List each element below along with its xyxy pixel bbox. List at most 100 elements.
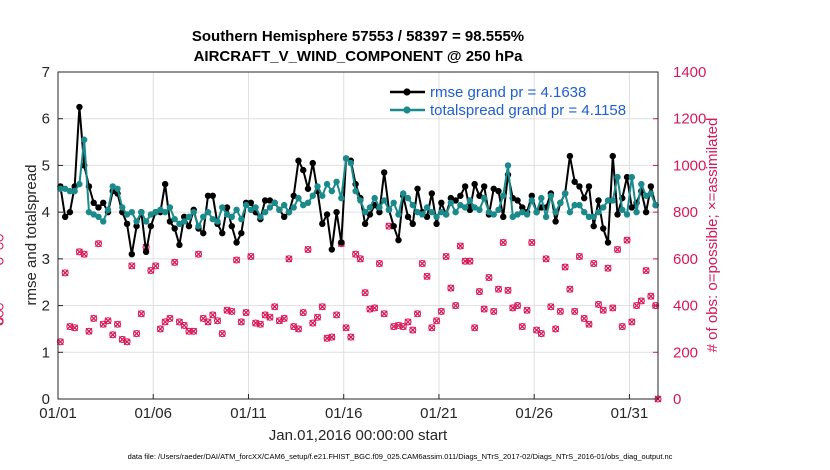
x-tick-label: 01/26 bbox=[515, 405, 553, 422]
obs-possible-point bbox=[456, 242, 464, 250]
obs-assimilated-point bbox=[171, 258, 179, 266]
obs-assimilated-point bbox=[175, 318, 183, 326]
obs-possible-point bbox=[609, 304, 617, 312]
obs-possible-point bbox=[604, 264, 612, 272]
totalspread-point bbox=[366, 204, 374, 211]
obs-possible-point bbox=[0, 257, 4, 265]
obs-possible-point bbox=[194, 250, 203, 258]
rmse-point bbox=[395, 236, 402, 244]
obs-assimilated-point bbox=[204, 318, 212, 326]
rmse-point bbox=[628, 204, 636, 211]
obs-assimilated-point bbox=[209, 311, 217, 319]
obs-assimilated-point bbox=[128, 262, 136, 270]
rmse-point bbox=[566, 152, 574, 160]
obs-assimilated-point bbox=[180, 321, 188, 329]
obs-possible-point bbox=[109, 331, 117, 339]
rmse-point bbox=[219, 229, 226, 237]
rmse-point bbox=[528, 192, 536, 199]
obs-possible-point bbox=[161, 318, 169, 326]
rmse-point bbox=[376, 208, 383, 216]
obs-assimilated-point bbox=[442, 253, 450, 260]
totalspread-point bbox=[242, 201, 250, 209]
obs-possible-point bbox=[0, 317, 4, 325]
totalspread-point bbox=[261, 208, 269, 216]
obs-possible-point bbox=[404, 318, 412, 326]
totalspread-point bbox=[342, 155, 350, 162]
rmse-point bbox=[300, 166, 307, 174]
obs-possible-point bbox=[537, 330, 545, 338]
obs-assimilated-point bbox=[428, 324, 436, 332]
rmse-point bbox=[76, 103, 83, 111]
totalspread-point bbox=[166, 204, 174, 211]
obs-possible-point bbox=[304, 245, 312, 254]
totalspread-point bbox=[119, 204, 126, 211]
totalspread-point bbox=[580, 208, 588, 216]
obs-assimilated-point bbox=[433, 317, 441, 325]
rmse-point bbox=[461, 183, 469, 190]
totalspread-point bbox=[614, 173, 621, 181]
totalspread-point bbox=[161, 208, 169, 216]
totalspread-point bbox=[414, 208, 421, 216]
obs-possible-point bbox=[190, 327, 198, 335]
obs-assimilated-point bbox=[523, 306, 531, 314]
obs-assimilated-point bbox=[161, 318, 169, 326]
obs-assimilated-point bbox=[599, 306, 607, 314]
rmse-point bbox=[133, 222, 140, 230]
obs-possible-point bbox=[642, 266, 650, 275]
obs-possible-point bbox=[137, 310, 145, 318]
obs-assimilated-point bbox=[61, 269, 69, 277]
totalspread-point bbox=[428, 208, 436, 216]
obs-assimilated-point bbox=[237, 318, 245, 326]
totalspread-point bbox=[190, 208, 197, 216]
obs-possible-point bbox=[490, 307, 498, 315]
totalspread-point bbox=[595, 208, 602, 216]
obs-possible-point bbox=[418, 259, 426, 268]
obs-assimilated-point bbox=[409, 326, 417, 334]
totalspread-point bbox=[314, 183, 321, 190]
obs-assimilated-point bbox=[556, 307, 564, 315]
totalspread-point bbox=[500, 192, 507, 199]
totalspread-point bbox=[114, 185, 121, 192]
obs-assimilated-point bbox=[123, 338, 131, 346]
rmse-point bbox=[290, 192, 297, 199]
totalspread-point bbox=[209, 215, 216, 223]
rmse-point bbox=[647, 183, 655, 190]
obs-assimilated-point bbox=[571, 307, 579, 315]
obs-possible-point bbox=[599, 306, 607, 314]
obs-possible-point bbox=[90, 314, 98, 322]
obs-assimilated-point bbox=[356, 255, 364, 263]
totalspread-point bbox=[200, 213, 207, 221]
rmse-point bbox=[204, 192, 212, 199]
obs-assimilated-point bbox=[233, 256, 241, 264]
obs-assimilated-point bbox=[371, 304, 379, 312]
obs-possible-point bbox=[156, 325, 164, 333]
totalspread-point bbox=[176, 220, 183, 228]
totalspread-point bbox=[480, 194, 488, 202]
obs-possible-point bbox=[542, 255, 550, 263]
rmse-point bbox=[323, 211, 331, 218]
obs-possible-point bbox=[185, 327, 193, 335]
obs-possible-point bbox=[480, 305, 488, 313]
obs-assimilated-point bbox=[309, 319, 317, 327]
totalspread-point bbox=[623, 211, 631, 218]
obs-assimilated-point bbox=[537, 330, 545, 338]
obs-assimilated-point bbox=[547, 303, 555, 311]
totalspread-point bbox=[561, 190, 569, 197]
obs-assimilated-point bbox=[333, 311, 341, 319]
obs-assimilated-point bbox=[480, 305, 488, 313]
obs-possible-point bbox=[566, 285, 574, 293]
totalspread-point bbox=[80, 136, 88, 143]
rmse-point bbox=[390, 222, 397, 230]
rmse-point bbox=[519, 204, 526, 211]
obs-possible-point bbox=[375, 259, 383, 268]
obs-possible-point bbox=[218, 330, 226, 338]
y-tick-label: 4 bbox=[42, 204, 50, 221]
totalspread-point bbox=[385, 206, 393, 214]
totalspread-point bbox=[628, 173, 636, 181]
obs-assimilated-point bbox=[75, 248, 83, 256]
rmse-point bbox=[452, 197, 459, 204]
x-tick-label: 01/31 bbox=[611, 405, 649, 422]
obs-possible-point bbox=[94, 240, 103, 248]
obs-assimilated-point bbox=[114, 320, 121, 328]
totalspread-point bbox=[576, 201, 583, 209]
